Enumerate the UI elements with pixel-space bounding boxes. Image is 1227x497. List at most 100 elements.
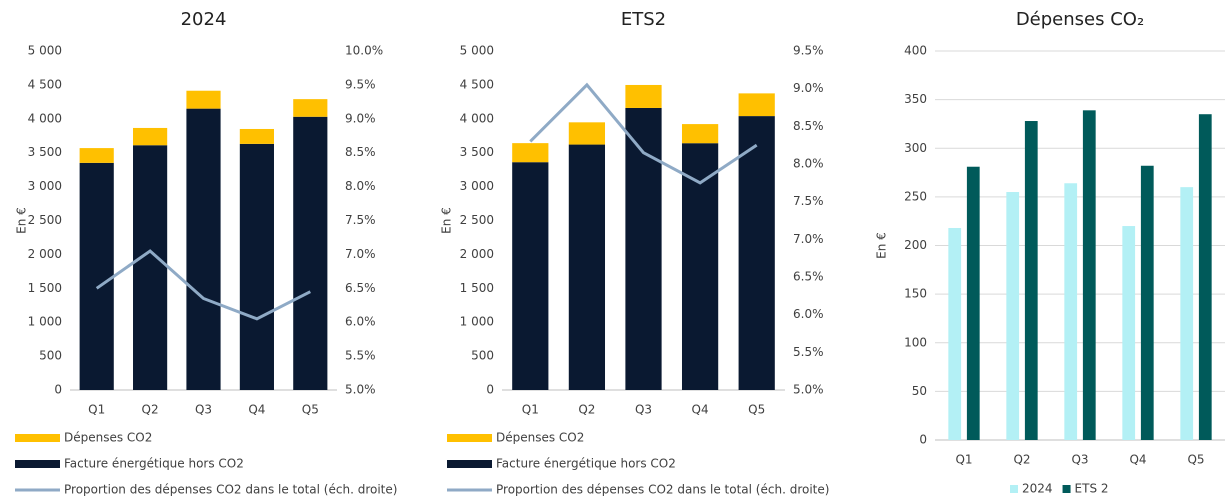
x-tick-label: Q4 [692,403,709,417]
chart-title: Dépenses CO₂ [1016,9,1144,30]
y-tick-label: 4 000 [460,111,494,125]
y-axis-label: En € [440,207,454,234]
y2-tick-label: 6.5% [345,281,376,295]
legend-swatch [447,434,492,442]
y-tick-label: 1 000 [28,315,62,329]
legend-label: Proportion des dépenses CO2 dans le tota… [64,483,397,497]
y-tick-label: 350 [904,92,927,106]
bar-segment [625,84,662,108]
bar [1024,121,1038,441]
y-tick-label: 3 000 [460,179,494,193]
bar-segment [738,93,775,117]
y2-tick-label: 8.0% [793,157,824,171]
y-tick-label: 4 500 [28,77,62,91]
y-tick-label: 4 000 [28,111,62,125]
bar [948,227,962,440]
bar [1082,110,1096,440]
y-tick-label: 5 000 [28,44,62,58]
bar-segment [293,99,328,117]
y-tick-label: 2 500 [460,213,494,227]
y-tick-label: 250 [904,189,927,203]
bar-segment [681,124,719,144]
x-tick-label: Q4 [248,403,265,417]
y2-tick-label: 7.5% [793,194,824,208]
y-tick-label: 2 000 [460,247,494,261]
legend-label: Dépenses CO2 [64,431,152,445]
y-tick-label: 150 [904,287,927,301]
y-tick-label: 3 000 [28,179,62,193]
x-tick-label: Q3 [1071,453,1088,467]
line-series [529,82,758,185]
x-tick-label: Q2 [578,403,595,417]
legend-swatch [1062,485,1071,493]
x-tick-label: Q3 [635,403,652,417]
legend-label: Facture énergétique hors CO2 [64,457,244,471]
legend-label: 2024 [1022,482,1053,496]
legend-label: Proportion des dépenses CO2 dans le tota… [496,483,829,497]
y2-tick-label: 5.0% [793,383,824,397]
bar [1198,114,1212,441]
x-tick-label: Q1 [88,403,105,417]
y2-tick-label: 6.0% [793,307,824,321]
bar [1064,183,1078,440]
bar-segment [625,107,662,391]
y-tick-label: 0 [486,383,494,397]
bar-segment [568,122,606,145]
chart-title: ETS2 [621,9,666,30]
legend-swatch [1010,485,1018,493]
y-tick-label: 0 [919,433,927,447]
x-tick-label: Q2 [1013,453,1030,467]
y2-tick-label: 5.0% [345,383,376,397]
bar [1140,165,1154,440]
y-tick-label: 400 [904,44,927,58]
y2-tick-label: 7.0% [345,247,376,261]
bar-segment [186,108,221,390]
bar-segment [681,143,719,390]
bar [1122,226,1136,440]
bar [1180,187,1194,440]
legend-swatch [15,460,60,468]
y-tick-label: 3 500 [460,145,494,159]
y2-tick-label: 7.0% [793,232,824,246]
y2-tick-label: 9.0% [793,81,824,95]
x-tick-label: Q1 [522,403,539,417]
y2-tick-label: 6.0% [345,315,376,329]
y2-tick-label: 8.0% [345,179,376,193]
y2-tick-label: 9.5% [345,77,376,91]
bar [966,166,980,441]
y-tick-label: 500 [39,349,62,363]
bar-segment [738,116,775,390]
y2-tick-label: 9.5% [793,44,824,58]
bar [1006,192,1020,440]
y2-tick-label: 5.5% [793,345,824,359]
legend-swatch [15,434,60,442]
y2-tick-label: 7.5% [345,213,376,227]
bar-segment [568,144,606,390]
y-tick-label: 200 [904,238,927,252]
bar-segment [79,162,114,390]
x-tick-label: Q4 [1129,453,1146,467]
y2-tick-label: 5.5% [345,349,376,363]
legend-label: ETS 2 [1075,482,1109,496]
y-axis-label: En € [875,232,889,259]
x-tick-label: Q5 [302,403,319,417]
y-tick-label: 5 000 [460,44,494,58]
x-tick-label: Q3 [195,403,212,417]
y-tick-label: 50 [912,384,927,398]
y-tick-label: 100 [904,335,927,349]
y-tick-label: 2 500 [28,213,62,227]
x-tick-label: Q2 [142,403,159,417]
bar-segment [512,143,549,163]
y-tick-label: 3 500 [28,145,62,159]
bar-segment [293,116,328,391]
bar-segment [239,143,274,390]
y-tick-label: 1 000 [460,315,494,329]
legend-label: Dépenses CO2 [496,431,584,445]
legend-swatch [447,460,492,468]
x-tick-label: Q5 [1187,453,1204,467]
y-tick-label: 1 500 [28,281,62,295]
bar-segment [133,127,168,146]
y-tick-label: 500 [471,349,494,363]
bar-segment [133,145,168,390]
